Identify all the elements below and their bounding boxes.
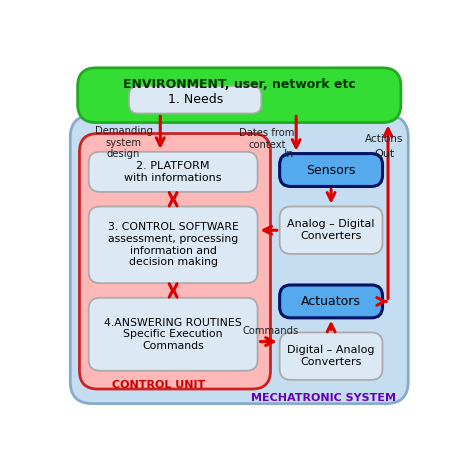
FancyBboxPatch shape <box>70 115 408 404</box>
Text: Demanding
system
design: Demanding system design <box>94 126 153 159</box>
FancyBboxPatch shape <box>89 152 258 192</box>
FancyBboxPatch shape <box>280 285 383 318</box>
Text: Dates from
context: Dates from context <box>239 128 294 150</box>
FancyBboxPatch shape <box>280 332 383 380</box>
FancyBboxPatch shape <box>80 134 271 389</box>
Text: 4.ANSWERING ROUTINES
Specific Execution
Commands: 4.ANSWERING ROUTINES Specific Execution … <box>104 318 242 351</box>
Text: Analog – Digital
Converters: Analog – Digital Converters <box>287 219 375 241</box>
FancyBboxPatch shape <box>89 207 258 283</box>
Text: Out: Out <box>374 149 394 159</box>
Text: MECHATRONIC SYSTEM: MECHATRONIC SYSTEM <box>251 393 396 403</box>
Text: 2. PLATFORM
with informations: 2. PLATFORM with informations <box>124 161 222 182</box>
Text: In: In <box>283 149 294 159</box>
Text: Sensors: Sensors <box>306 164 356 176</box>
Text: CONTROL UNIT: CONTROL UNIT <box>112 380 205 391</box>
Text: Actuators: Actuators <box>301 295 361 308</box>
Text: 3. CONTROL SOFTWARE
assessment, processing
information and
decision making: 3. CONTROL SOFTWARE assessment, processi… <box>108 222 238 267</box>
Text: Actions: Actions <box>365 134 403 144</box>
FancyBboxPatch shape <box>89 298 258 371</box>
Text: ENVIRONMENT, user, network etc: ENVIRONMENT, user, network etc <box>123 78 356 91</box>
Text: Digital – Analog
Converters: Digital – Analog Converters <box>287 346 375 367</box>
FancyBboxPatch shape <box>129 86 261 113</box>
FancyBboxPatch shape <box>280 154 383 186</box>
Text: 1. Needs: 1. Needs <box>167 93 223 106</box>
FancyBboxPatch shape <box>78 68 401 123</box>
FancyBboxPatch shape <box>280 207 383 254</box>
Text: Commands: Commands <box>242 326 299 337</box>
